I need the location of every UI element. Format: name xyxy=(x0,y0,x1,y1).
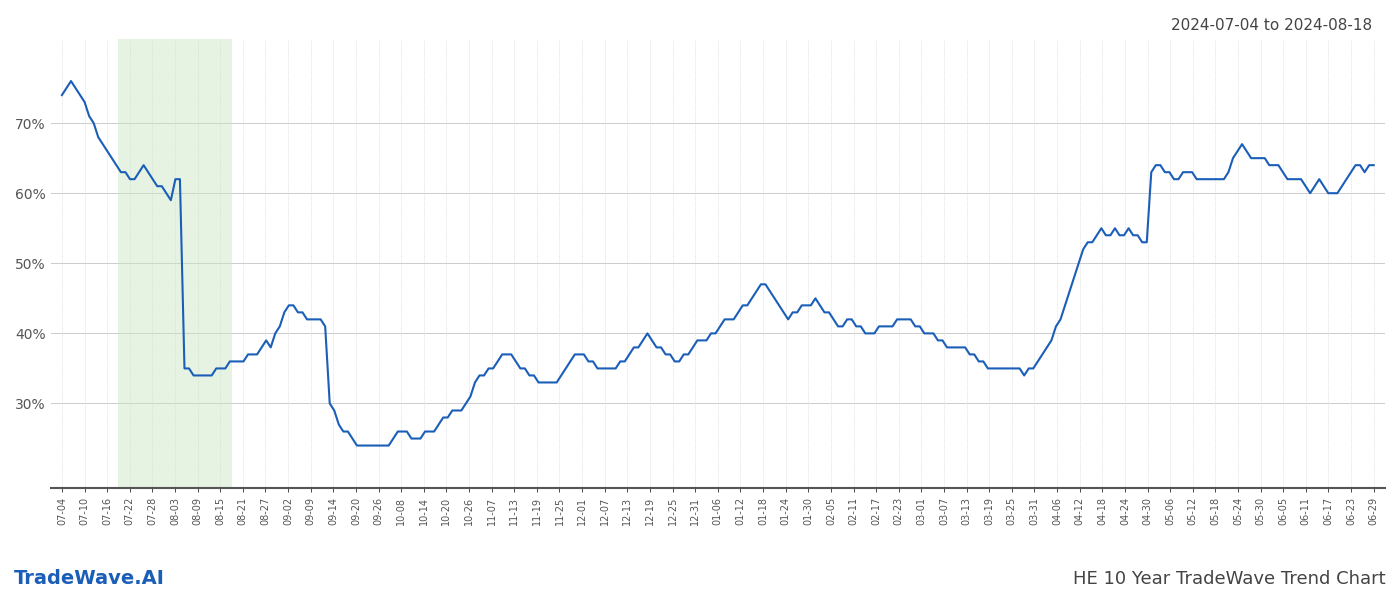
Text: 2024-07-04 to 2024-08-18: 2024-07-04 to 2024-08-18 xyxy=(1170,18,1372,33)
Text: TradeWave.AI: TradeWave.AI xyxy=(14,569,165,588)
Bar xyxy=(119,39,231,488)
Text: HE 10 Year TradeWave Trend Chart: HE 10 Year TradeWave Trend Chart xyxy=(1074,570,1386,588)
